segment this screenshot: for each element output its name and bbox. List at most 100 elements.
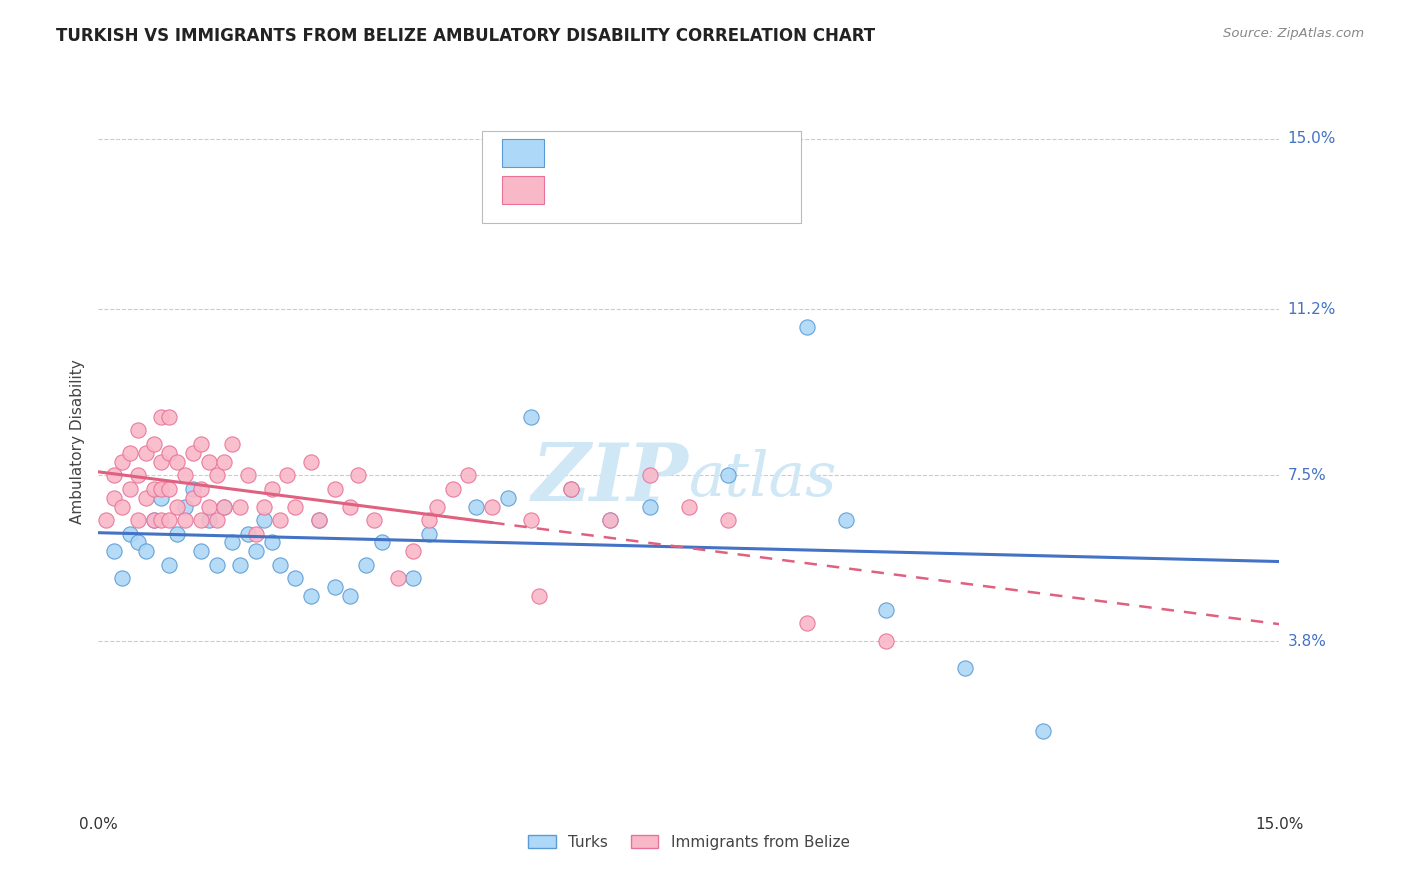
Point: [157, 558, 180, 572]
Text: 0.130: 0.130: [600, 145, 648, 160]
Point: [236, 526, 259, 541]
Point: [299, 455, 322, 469]
Point: [118, 526, 141, 541]
Point: [717, 468, 740, 483]
Legend: Turks, Immigrants from Belize: Turks, Immigrants from Belize: [522, 829, 856, 856]
Point: [166, 455, 188, 469]
Point: [142, 437, 165, 451]
Point: [157, 513, 180, 527]
Point: [599, 513, 621, 527]
Point: [190, 482, 212, 496]
Point: [205, 558, 228, 572]
Point: [260, 482, 283, 496]
Point: [560, 482, 582, 496]
Point: [103, 468, 125, 483]
Point: [127, 513, 149, 527]
Point: [465, 500, 488, 514]
Point: [190, 437, 212, 451]
FancyBboxPatch shape: [482, 130, 801, 223]
Point: [481, 500, 503, 514]
Point: [339, 590, 361, 604]
Point: [638, 468, 661, 483]
Point: [197, 455, 219, 469]
Point: [181, 491, 204, 505]
Text: 69: 69: [718, 183, 740, 197]
Point: [174, 513, 197, 527]
Point: [181, 446, 204, 460]
Text: R =: R =: [555, 183, 589, 197]
Point: [103, 544, 125, 558]
Point: [363, 513, 385, 527]
Point: [214, 500, 236, 514]
Point: [150, 513, 173, 527]
Point: [205, 513, 228, 527]
Point: [560, 482, 582, 496]
Point: [150, 455, 173, 469]
Point: [520, 513, 543, 527]
Point: [717, 513, 740, 527]
Point: [276, 468, 298, 483]
Point: [127, 468, 149, 483]
Point: [323, 580, 346, 594]
Point: [96, 513, 118, 527]
Point: [796, 320, 818, 334]
Point: [875, 603, 897, 617]
Text: TURKISH VS IMMIGRANTS FROM BELIZE AMBULATORY DISABILITY CORRELATION CHART: TURKISH VS IMMIGRANTS FROM BELIZE AMBULA…: [56, 27, 876, 45]
Point: [953, 661, 976, 675]
Point: [142, 513, 165, 527]
Point: [221, 437, 243, 451]
Point: [402, 571, 425, 585]
Point: [174, 468, 197, 483]
Text: 3.8%: 3.8%: [1288, 633, 1327, 648]
Point: [371, 535, 394, 549]
Text: N =: N =: [665, 145, 709, 160]
Point: [253, 513, 276, 527]
Point: [118, 482, 141, 496]
Point: [221, 535, 243, 549]
Point: [269, 558, 291, 572]
Y-axis label: Ambulatory Disability: Ambulatory Disability: [70, 359, 86, 524]
Point: [308, 513, 330, 527]
Text: Source: ZipAtlas.com: Source: ZipAtlas.com: [1223, 27, 1364, 40]
Point: [253, 500, 276, 514]
Point: [835, 513, 858, 527]
Point: [205, 468, 228, 483]
Point: [354, 558, 377, 572]
Text: 43: 43: [718, 145, 740, 160]
Point: [496, 491, 519, 505]
Point: [875, 634, 897, 648]
Point: [135, 491, 157, 505]
Point: [323, 482, 346, 496]
Text: 11.2%: 11.2%: [1288, 301, 1336, 317]
Point: [236, 468, 259, 483]
Point: [339, 500, 361, 514]
Point: [111, 571, 134, 585]
Point: [150, 409, 173, 424]
Point: [127, 535, 149, 549]
Point: [111, 455, 134, 469]
Point: [678, 500, 700, 514]
Point: [402, 544, 425, 558]
Point: [260, 535, 283, 549]
Point: [166, 500, 188, 514]
Point: [111, 500, 134, 514]
Point: [229, 500, 252, 514]
Point: [142, 482, 165, 496]
FancyBboxPatch shape: [502, 176, 544, 204]
Text: 15.0%: 15.0%: [1288, 131, 1336, 146]
Point: [157, 482, 180, 496]
Point: [245, 526, 267, 541]
Text: 0.140: 0.140: [600, 183, 648, 197]
Point: [418, 526, 440, 541]
FancyBboxPatch shape: [502, 138, 544, 167]
Point: [190, 513, 212, 527]
Point: [347, 468, 370, 483]
Point: [166, 526, 188, 541]
Point: [284, 571, 307, 585]
Point: [441, 482, 464, 496]
Point: [181, 482, 204, 496]
Point: [174, 500, 197, 514]
Text: ZIP: ZIP: [531, 440, 689, 517]
Point: [127, 423, 149, 437]
Point: [118, 446, 141, 460]
